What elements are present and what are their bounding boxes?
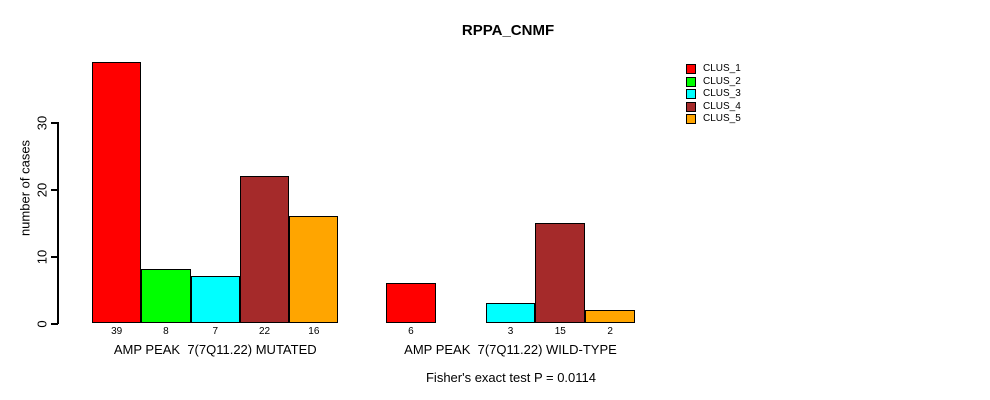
legend-item-clus_1: CLUS_1 — [686, 63, 741, 76]
legend-item-clus_2: CLUS_2 — [686, 76, 741, 89]
bar-count-label: 15 — [554, 326, 566, 337]
y-tick-label: 10 — [34, 249, 50, 265]
legend-label: CLUS_3 — [703, 88, 741, 100]
fisher-note: Fisher's exact test P = 0.0114 — [425, 370, 597, 385]
bar-clus_3-group1 — [190, 276, 240, 323]
legend-label: CLUS_2 — [703, 75, 741, 87]
legend-label: CLUS_1 — [703, 63, 741, 75]
y-axis-line — [57, 122, 59, 325]
y-tick-label: 0 — [34, 320, 50, 328]
y-tick — [51, 323, 58, 325]
bar-count-label: 3 — [507, 326, 514, 337]
bar-count-label: 16 — [308, 326, 320, 337]
legend-swatch-icon — [686, 89, 696, 100]
bar-clus_4-group1 — [239, 175, 290, 323]
legend: CLUS_1 CLUS_2 CLUS_3 CLUS_4 CLUS_5 — [686, 63, 741, 126]
legend-swatch-icon — [686, 64, 696, 75]
legend-label: CLUS_5 — [703, 113, 741, 125]
y-tick — [51, 122, 58, 124]
legend-item-clus_3: CLUS_3 — [686, 88, 741, 101]
bar-count-label: 22 — [258, 326, 271, 337]
bar-clus_3-group2 — [485, 302, 536, 323]
legend-item-clus_4: CLUS_4 — [686, 101, 741, 114]
bar-clus_1-group2 — [386, 282, 436, 323]
legend-swatch-icon — [686, 101, 696, 112]
bar-count-label: 6 — [408, 326, 414, 337]
bar-clus_2-group1 — [141, 269, 191, 323]
category-label-group2: AMP PEAK 7(7Q11.22) WILD-TYPE — [404, 342, 617, 357]
bar-count-label: 7 — [212, 326, 219, 337]
bar-count-label: 8 — [163, 326, 169, 337]
bar-count-label: 39 — [111, 326, 123, 337]
y-tick — [51, 256, 58, 258]
bar-clus_5-group2 — [585, 309, 635, 323]
legend-swatch-icon — [686, 76, 696, 87]
y-tick-label: 20 — [34, 182, 50, 198]
category-label-group1: AMP PEAK 7(7Q11.22) MUTATED — [113, 342, 317, 357]
bar-clus_1-group1 — [92, 62, 142, 323]
y-tick-label: 30 — [34, 115, 50, 131]
bar-clus_4-group2 — [535, 222, 586, 323]
bar-clus_5-group1 — [289, 215, 339, 323]
y-tick — [51, 189, 58, 191]
bar-count-label: 2 — [607, 326, 613, 337]
chart-title: RPPA_CNMF — [461, 22, 555, 39]
legend-swatch-icon — [686, 114, 696, 125]
legend-label: CLUS_4 — [703, 100, 741, 112]
legend-item-clus_5: CLUS_5 — [686, 113, 741, 126]
y-axis-title: number of cases — [17, 139, 33, 237]
